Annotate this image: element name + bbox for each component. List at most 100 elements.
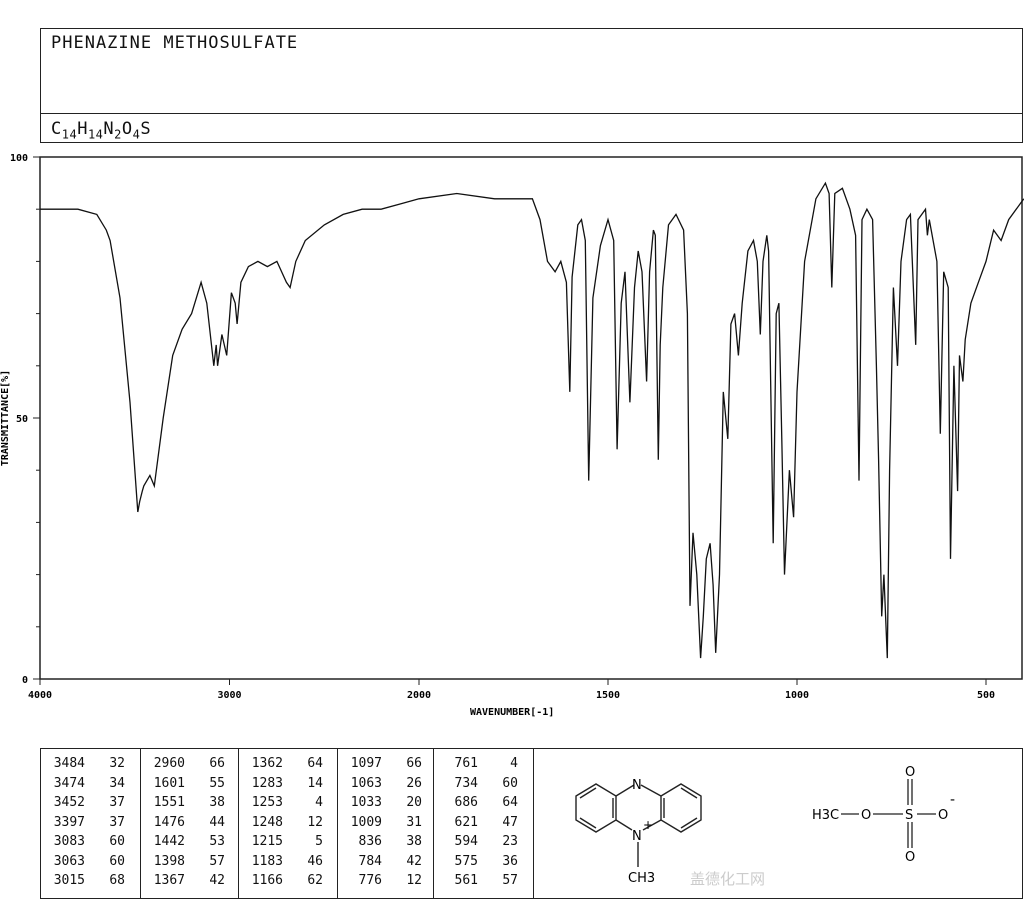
peak-wavenumber: 3083 bbox=[53, 834, 85, 850]
formula-element: O bbox=[121, 119, 133, 139]
peak-transmittance: 66 bbox=[209, 756, 225, 772]
peak-row: 575 36 bbox=[434, 852, 533, 872]
formula-element: N bbox=[103, 119, 115, 139]
ir-spectrum-chart: 4000 3000 2000 1500 1000 500 0 50 100 WAVENUMBER… bbox=[0, 153, 1024, 718]
peak-transmittance: 26 bbox=[406, 775, 422, 791]
peak-wavenumber: 784 bbox=[358, 853, 382, 869]
peak-row: 3063 60 bbox=[41, 852, 140, 872]
peak-transmittance: 60 bbox=[502, 775, 518, 791]
peak-row: 686 64 bbox=[434, 793, 533, 813]
peak-row: 3083 60 bbox=[41, 832, 140, 852]
peak-transmittance: 34 bbox=[109, 775, 125, 791]
peak-row: 734 60 bbox=[434, 774, 533, 794]
peak-wavenumber: 1097 bbox=[350, 756, 382, 772]
peak-transmittance: 64 bbox=[307, 756, 323, 772]
y-axis-label: TRANSMITTANCE[%] bbox=[0, 370, 11, 466]
peak-transmittance: 37 bbox=[109, 814, 125, 830]
peak-row: 1063 26 bbox=[338, 774, 433, 794]
peak-transmittance: 60 bbox=[109, 834, 125, 850]
formula-subscript: 14 bbox=[61, 127, 78, 142]
peak-transmittance: 42 bbox=[406, 853, 422, 869]
peak-transmittance: 14 bbox=[307, 775, 323, 791]
peak-transmittance: 66 bbox=[406, 756, 422, 772]
peak-transmittance: 12 bbox=[307, 814, 323, 830]
molecular-formula: C14H14N2O4S bbox=[51, 119, 151, 141]
peak-row: 3474 34 bbox=[41, 774, 140, 794]
peak-transmittance: 4 bbox=[315, 795, 323, 811]
peak-wavenumber: 1183 bbox=[251, 853, 283, 869]
peak-wavenumber: 3474 bbox=[53, 775, 85, 791]
peak-transmittance: 64 bbox=[502, 795, 518, 811]
peak-row: 1215 5 bbox=[239, 832, 337, 852]
peak-transmittance: 20 bbox=[406, 795, 422, 811]
methyl-group: CH3 bbox=[628, 871, 655, 886]
peak-row: 1248 12 bbox=[239, 813, 337, 833]
peak-column-group: 1097 66 1063 26 1033 20 1009 31 836 38 784 42 776 12 bbox=[338, 749, 434, 898]
atom-n: N bbox=[632, 778, 642, 793]
peak-row: 784 42 bbox=[338, 852, 433, 872]
peak-wavenumber: 776 bbox=[358, 873, 382, 889]
peak-wavenumber: 1442 bbox=[153, 834, 185, 850]
phenazinium-rings bbox=[575, 783, 702, 867]
peak-transmittance: 31 bbox=[406, 814, 422, 830]
peak-wavenumber: 3015 bbox=[53, 873, 85, 889]
peak-transmittance: 4 bbox=[510, 756, 518, 772]
peak-wavenumber: 836 bbox=[358, 834, 382, 850]
peak-wavenumber: 1253 bbox=[251, 795, 283, 811]
x-tick-label: 500 bbox=[977, 690, 995, 701]
x-tick-label: 2000 bbox=[407, 690, 431, 701]
peak-wavenumber: 1033 bbox=[350, 795, 382, 811]
peak-transmittance: 36 bbox=[502, 853, 518, 869]
peak-wavenumber: 1601 bbox=[153, 775, 185, 791]
peak-wavenumber: 3397 bbox=[53, 814, 85, 830]
atom-o-bottom: O bbox=[905, 850, 915, 865]
peak-row: 836 38 bbox=[338, 832, 433, 852]
plot-frame bbox=[39, 156, 1023, 680]
formula-element: C bbox=[51, 119, 62, 139]
charge-plus: + bbox=[643, 818, 653, 832]
peak-row: 3452 37 bbox=[41, 793, 140, 813]
formula-element: S bbox=[140, 119, 152, 139]
peak-transmittance: 57 bbox=[502, 873, 518, 889]
formula-subscript: 2 bbox=[114, 127, 122, 142]
peak-wavenumber: 1215 bbox=[251, 834, 283, 850]
peak-wavenumber: 3063 bbox=[53, 853, 85, 869]
peak-row: 3484 32 bbox=[41, 754, 140, 774]
peak-wavenumber: 1398 bbox=[153, 853, 185, 869]
peak-row: 1009 31 bbox=[338, 813, 433, 833]
peak-row: 1166 62 bbox=[239, 871, 337, 891]
peak-wavenumber: 1248 bbox=[251, 814, 283, 830]
peak-column-group: 3484 32 3474 34 3452 37 3397 37 3083 60 3063 60 3015… bbox=[41, 749, 141, 898]
peak-row: 561 57 bbox=[434, 871, 533, 891]
peak-row: 776 12 bbox=[338, 871, 433, 891]
y-tick-label: 50 bbox=[16, 414, 28, 425]
x-tick-label: 1000 bbox=[785, 690, 809, 701]
peak-transmittance: 38 bbox=[209, 795, 225, 811]
peak-wavenumber: 594 bbox=[454, 834, 478, 850]
peak-wavenumber: 686 bbox=[454, 795, 478, 811]
peak-row: 761 4 bbox=[434, 754, 533, 774]
atom-o-top: O bbox=[905, 765, 915, 780]
peak-wavenumber: 1009 bbox=[350, 814, 382, 830]
atom-o-minus: O bbox=[938, 808, 948, 823]
x-tick-label: 1500 bbox=[596, 690, 620, 701]
header-divider bbox=[41, 113, 1022, 114]
x-tick-label: 4000 bbox=[28, 690, 52, 701]
x-tick-label: 3000 bbox=[217, 690, 241, 701]
peak-wavenumber: 575 bbox=[454, 853, 478, 869]
formula-subscript: 4 bbox=[132, 127, 141, 142]
methosulfate-bonds bbox=[841, 779, 936, 848]
peak-wavenumber: 2960 bbox=[153, 756, 185, 772]
atom-o-ester: O bbox=[861, 808, 871, 823]
peak-column-group: 1362 64 1283 14 1253 4 1248 12 1215 5 1183 46 1166 62 bbox=[239, 749, 338, 898]
peak-row: 621 47 bbox=[434, 813, 533, 833]
peak-wavenumber: 3484 bbox=[53, 756, 85, 772]
peak-wavenumber: 3452 bbox=[53, 795, 85, 811]
header-box: PHENAZINE METHOSULFATE C14H14N2O4S bbox=[40, 28, 1023, 143]
formula-element: H bbox=[77, 119, 88, 139]
peak-wavenumber: 734 bbox=[454, 775, 478, 791]
peak-wavenumber: 561 bbox=[454, 873, 478, 889]
transmittance-curve bbox=[40, 181, 1024, 659]
atom-h3c: H3C bbox=[812, 808, 839, 823]
x-axis-label: WAVENUMBER[-1] bbox=[470, 707, 554, 718]
